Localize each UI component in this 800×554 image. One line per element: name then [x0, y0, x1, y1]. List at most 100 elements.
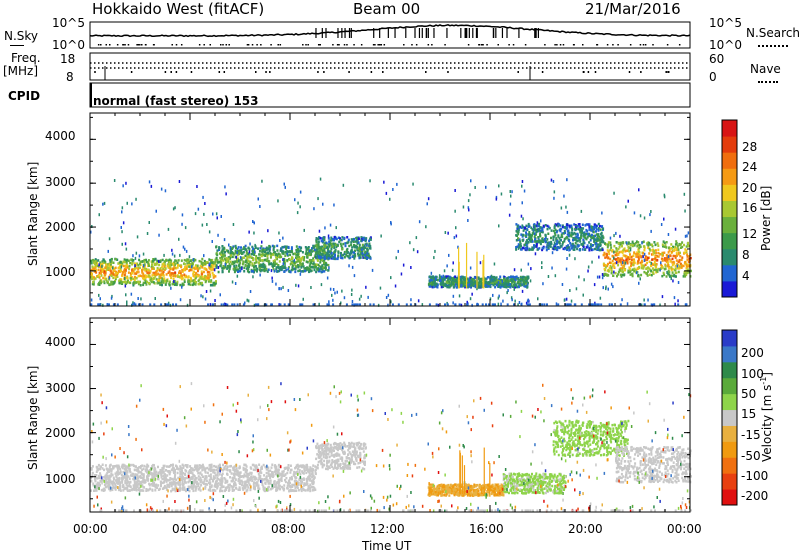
power-pixel [498, 278, 501, 281]
power-pixel [629, 270, 632, 274]
power-pixel [503, 282, 506, 285]
velocity-pixel [257, 479, 260, 482]
power-pixel [138, 262, 141, 266]
power-pixel [262, 268, 265, 271]
power-pixel [283, 266, 286, 269]
power-pixel [566, 246, 569, 250]
power-pixel [209, 265, 212, 268]
power-pixel [116, 258, 119, 261]
power-pixel [179, 283, 182, 287]
velocity-pixel [195, 482, 198, 486]
power-pixel [442, 278, 445, 281]
power-pixel [261, 179, 263, 183]
power-pixel [641, 241, 643, 245]
power-pixel [341, 254, 344, 257]
power-pixel [663, 267, 666, 271]
power-pixel [173, 266, 176, 270]
power-pixel [168, 281, 171, 285]
power-pixel [137, 282, 140, 286]
power-pixel [630, 262, 633, 265]
power-pixel [90, 276, 93, 279]
power-pixel [526, 227, 528, 231]
power-pixel [253, 268, 256, 271]
power-pixel [600, 303, 603, 306]
power-pixel [637, 250, 640, 253]
power-pixel [542, 239, 545, 242]
power-pixel [674, 264, 677, 268]
power-pixel [242, 303, 245, 306]
power-pixel [139, 284, 142, 287]
power-pixel [300, 270, 303, 273]
power-pixel [309, 258, 311, 262]
velocity-pixel [165, 488, 168, 491]
power-pixel [669, 260, 672, 263]
power-pixel [627, 245, 630, 249]
power-pixel [112, 273, 115, 276]
power-pixel [151, 259, 154, 263]
power-pixel [658, 268, 661, 271]
velocity-pixel [151, 466, 154, 470]
search-noise-point [444, 44, 446, 46]
power-pixel [170, 286, 172, 290]
velocity-pixel [95, 470, 98, 473]
power-pixel [224, 185, 226, 189]
power-pixel [92, 267, 94, 270]
power-pixel [562, 241, 564, 244]
power-pixel [538, 247, 541, 250]
power-pixel [474, 284, 477, 288]
power-cbar-tick: 20 [742, 181, 758, 195]
power-pixel [149, 269, 152, 273]
power-pixel [498, 184, 500, 188]
power-pixel [449, 284, 452, 288]
power-pixel [194, 272, 197, 275]
power-pixel [289, 263, 292, 266]
power-pixel [146, 232, 149, 235]
power-pixel [298, 257, 301, 261]
power-pixel [278, 287, 281, 291]
power-pixel [440, 276, 443, 280]
power-pixel [494, 277, 497, 280]
power-pixel [396, 182, 398, 186]
power-pixel [268, 244, 271, 248]
power-pixel [103, 280, 106, 283]
power-pixel [154, 297, 156, 300]
power-pixel [145, 260, 148, 264]
search-noise-point [256, 44, 258, 46]
power-pixel [307, 268, 310, 271]
power-pixel [185, 259, 188, 263]
power-pixel [469, 193, 471, 197]
power-pixel [429, 285, 432, 288]
power-pixel [348, 252, 351, 256]
power-pixel [151, 267, 154, 270]
power-pixel [480, 282, 483, 286]
power-pixel [648, 260, 651, 263]
power-pixel [538, 239, 541, 242]
power-pixel [326, 255, 329, 259]
power-pixel [541, 266, 543, 269]
power-pixel [605, 287, 607, 291]
power-pixel [157, 272, 160, 275]
power-pixel [238, 251, 241, 254]
nave-point [425, 71, 427, 73]
velocity-pixel [125, 483, 128, 486]
power-pixel [447, 277, 450, 281]
velocity-pixel [183, 488, 186, 492]
power-pixel [410, 266, 412, 269]
power-pixel [353, 303, 356, 306]
power-pixel [673, 296, 676, 300]
power-pixel [110, 280, 113, 284]
power-pixel [252, 258, 255, 262]
power-pixel [184, 247, 186, 251]
power-pixel [325, 263, 328, 266]
power-pixel [276, 249, 279, 252]
power-pixel [121, 230, 123, 234]
nave-point [223, 71, 226, 73]
power-pixel [649, 249, 652, 252]
power-pixel [197, 207, 200, 211]
power-pixel [142, 276, 144, 280]
search-noise-point [360, 44, 363, 46]
velocity-cbar-tick: 200 [741, 346, 764, 360]
power-pixel [528, 248, 531, 252]
power-pixel [216, 261, 219, 264]
power-pixel [677, 299, 679, 303]
